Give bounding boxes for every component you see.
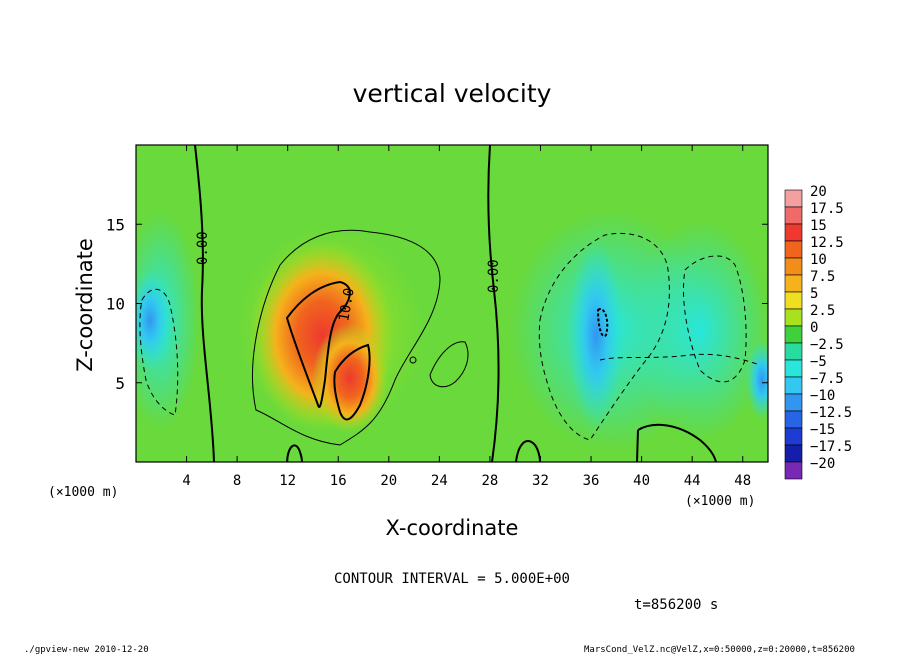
colorbar-label: 15 [810,218,827,234]
colorbar-label: 5 [810,286,818,302]
y-tick-label: 10 [106,295,125,314]
colorbar-label: −5 [810,354,827,370]
x-tick-label: 24 [431,473,448,489]
contour-10-lower [333,343,371,421]
x-axis-label: X-coordinate [386,516,519,540]
colorbar-label: −10 [810,388,835,404]
colorbar-label: 2.5 [810,303,835,319]
neg-contour-wavy [599,353,761,366]
colorbar-label: −12.5 [810,405,852,421]
chart-title: vertical velocity [353,79,552,108]
colorbar-swatch [784,410,803,429]
colorbar-label: 10 [810,252,827,268]
contour-interval: CONTOUR INTERVAL = 5.000E+00 [334,571,570,587]
contour-dot [409,356,417,364]
x-tick-label: 20 [380,473,397,489]
x-tick-label: 28 [481,473,498,489]
neg-contour-5 [538,233,670,441]
zero-contour-right [487,145,500,462]
y-axis-label: Z-coordinate [73,238,97,372]
colorbar-label: 17.5 [810,201,844,217]
x-tick-label: 36 [583,473,600,489]
updraft-core-2 [312,323,388,433]
plot-area: 0.00 0.00 10.0 [136,145,768,462]
x-axis: 4 8 12 16 20 24 28 32 36 40 44 48 [182,145,751,489]
colorbar-swatch [784,274,803,293]
contour-labels: 0.00 0.00 10.0 [195,231,502,322]
contour-5-small [429,341,469,388]
x-tick-label: 16 [330,473,347,489]
x-tick-label: 40 [633,473,650,489]
colorbar-label: 7.5 [810,269,835,285]
contour-bottom-1 [286,444,303,462]
colorbar-swatch [784,444,803,463]
zero-contour-left [194,145,215,462]
colorbar-swatch [784,308,803,327]
colorbar: 2017.51512.5107.552.50−2.5−5−7.5−10−12.5… [784,184,852,480]
x-tick-label: 48 [734,473,751,489]
y-axis: 5 10 15 [106,215,768,393]
contour-low-right [636,423,717,462]
time-label: t=856200 s [634,597,718,613]
colorbar-swatch [784,240,803,259]
colorbar-label: 0 [810,320,818,336]
contour-bottom-2 [515,440,541,462]
x-tick-label: 4 [182,473,190,489]
colorbar-swatch [784,291,803,310]
colorbar-swatch [784,376,803,395]
x-tick-label: 32 [532,473,549,489]
y-tick-label: 5 [115,374,125,393]
colorbar-swatch [784,461,803,480]
neg-contour-left [139,288,179,416]
colorbar-label: −15 [810,422,835,438]
footer-left: ./gpview-new 2010-12-20 [24,645,149,654]
x-units-left: (×1000 m) [48,485,118,500]
colorbar-label: −7.5 [810,371,844,387]
x-tick-label: 44 [684,473,701,489]
neg-contour-10 [596,308,609,338]
contour-label-1: 0.00 [195,231,211,265]
colorbar-label: −2.5 [810,337,844,353]
y-tick-label: 15 [106,215,125,234]
downdraft-left [136,270,172,370]
colorbar-swatch [784,325,803,344]
colorbar-swatch [784,393,803,412]
contour-lines [194,145,717,462]
contour-label-2: 0.00 [486,259,502,293]
cyan-region-far-right [630,220,768,440]
colorbar-swatch [784,359,803,378]
downdraft-core [568,240,624,430]
x-tick-label: 12 [279,473,296,489]
contour-10-upper [285,280,351,408]
colorbar-swatch [784,189,803,208]
colorbar-swatch [784,257,803,276]
contour-5-updraft [252,229,441,446]
colorbar-label: −20 [810,456,835,472]
colorbar-label: 20 [810,184,827,200]
colorbar-swatch [784,342,803,361]
negative-contours [139,233,761,441]
contour-label-3: 10.0 [336,287,358,323]
footer-right: MarsCond_VelZ.nc@VelZ,x=0:50000,z=0:2000… [584,645,855,654]
colorbar-label: −17.5 [810,439,852,455]
x-units-right: (×1000 m) [685,494,755,509]
downdraft-edge [746,340,768,420]
colorbar-swatch [784,427,803,446]
colorbar-swatch [784,206,803,225]
colorbar-label: 12.5 [810,235,844,251]
colorbar-swatch [784,223,803,242]
x-tick-label: 8 [233,473,241,489]
